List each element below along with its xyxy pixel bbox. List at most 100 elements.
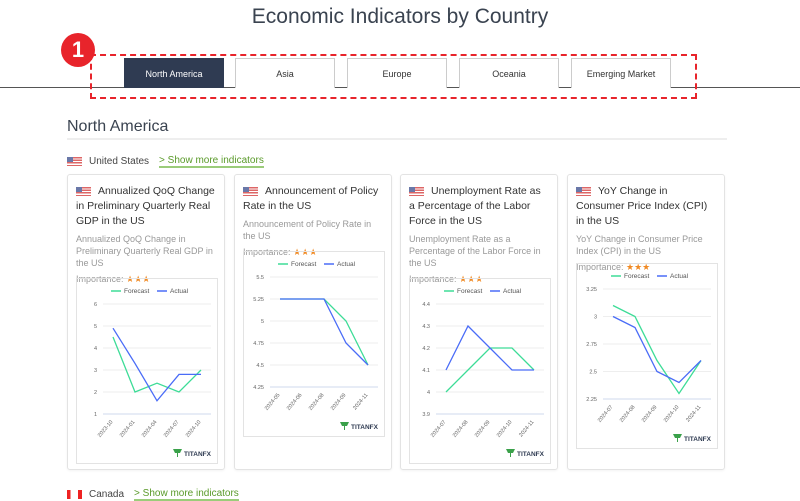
highlight-box [90,54,697,99]
tab-oceania[interactable]: Oceania [459,58,559,88]
series-line-actual [445,324,534,371]
titanfx-logo-icon [673,434,682,442]
titanfx-logo-icon [506,449,515,457]
titanfx-logo: TITANFX [684,436,712,443]
page-title: Economic Indicators by Country [251,5,549,28]
us-flag-icon [243,186,258,196]
tab-emerging-market[interactable]: Emerging Market [571,58,671,88]
x-tick-label: 2024-11 [518,419,535,438]
indicator-card[interactable]: Unemployment Rate as a Percentage of the… [400,174,558,470]
card-description: Unemployment Rate as a Percentage of the… [409,234,541,268]
x-tick-label: 2024-09 [330,392,348,411]
x-tick-label: 2024-08 [619,404,637,423]
x-tick-label: 2024-10 [185,419,203,438]
country-row-us: United States > Show more indicators [67,155,264,168]
card-description: Announcement of Policy Rate in the US [243,219,372,241]
importance-stars: ★★★ [293,247,318,257]
series-line-forecast [612,304,702,395]
us-flag-icon [67,157,82,166]
y-tick-label: 3 [594,315,597,321]
titanfx-logo-icon [340,422,349,430]
importance-stars: ★★★ [459,274,484,284]
x-tick-label: 2024-01 [119,419,137,438]
y-tick-label: 2 [94,390,97,396]
tab-europe[interactable]: Europe [347,58,447,88]
titanfx-logo: TITANFX [184,451,212,458]
importance-label: Importance: [243,247,291,257]
legend-label: Forecast [457,288,482,295]
y-tick-label: 3 [94,368,97,374]
x-tick-label: 2024-11 [685,404,702,423]
indicator-chart: 2.25 2.5 2.75 3 3.25 2024-07 2024-08 2024-09 202… [576,263,718,449]
card-title-text: Unemployment Rate as a Percentage of the… [409,185,541,227]
x-tick-label: 2024-05 [264,392,282,411]
legend-label: Actual [337,261,356,268]
x-tick-label: 2024-11 [352,392,369,411]
show-more-link[interactable]: > Show more indicators [159,155,264,168]
x-tick-label: 2024-04 [141,419,159,438]
tab-asia[interactable]: Asia [235,58,335,88]
x-tick-label: 2023-10 [97,419,115,438]
card-description: YoY Change in Consumer Price Index (CPI)… [576,234,703,256]
legend-label: Forecast [124,288,149,295]
card-title[interactable]: YoY Change in Consumer Price Index (CPI)… [576,184,716,229]
y-tick-label: 5.5 [256,275,264,281]
y-tick-label: 3.9 [422,412,430,418]
y-tick-label: 4.2 [422,346,430,352]
country-name: Canada [89,489,125,500]
importance-stars: ★★★ [126,274,151,284]
x-tick-label: 2024-07 [430,419,448,438]
card-title[interactable]: Annualized QoQ Change in Preliminary Qua… [76,184,216,229]
indicator-card[interactable]: YoY Change in Consumer Price Index (CPI)… [567,174,725,470]
y-tick-label: 4.3 [422,324,430,330]
card-title[interactable]: Announcement of Policy Rate in the US [243,184,383,214]
x-tick-label: 2024-10 [496,419,514,438]
y-tick-label: 4.5 [256,363,264,369]
y-tick-label: 2.75 [586,342,597,348]
x-tick-label: 2024-08 [308,392,326,411]
card-title-text: YoY Change in Consumer Price Index (CPI)… [576,185,708,227]
x-tick-label: 2024-09 [641,404,659,423]
importance-label: Importance: [409,274,457,284]
importance: Importance: ★★★ [243,247,383,258]
series-line-actual [612,315,702,384]
tab-north-america[interactable]: North America [124,58,224,88]
y-tick-label: 5 [94,324,97,330]
legend-label: Actual [670,273,689,280]
us-flag-icon [409,186,424,196]
x-tick-label: 2024-07 [163,419,181,438]
card-title-text: Annualized QoQ Change in Preliminary Qua… [76,185,215,227]
titanfx-logo: TITANFX [351,424,379,431]
x-tick-label: 2024-09 [474,419,492,438]
series-line-actual [112,327,201,402]
series-line-forecast [112,336,202,393]
y-tick-label: 5.25 [253,297,264,303]
y-tick-label: 4.75 [253,341,264,347]
indicator-chart: 4.25 4.5 4.75 5 5.25 5.5 2024-05 2024-06 2024-08… [243,251,385,437]
importance-label: Importance: [76,274,124,284]
series-line-forecast [280,298,369,366]
country-name: United States [89,156,150,167]
y-tick-label: 2.5 [589,370,597,376]
card-description: Annualized QoQ Change in Preliminary Qua… [76,234,213,268]
indicator-card[interactable]: Announcement of Policy Rate in the US An… [234,174,392,470]
section-divider [67,138,727,140]
indicator-card[interactable]: Annualized QoQ Change in Preliminary Qua… [67,174,225,470]
show-more-link[interactable]: > Show more indicators [134,488,239,501]
titanfx-logo-icon [173,449,182,457]
titanfx-logo: TITANFX [517,451,545,458]
y-tick-label: 2.25 [586,397,597,403]
x-tick-label: 2024-10 [663,404,681,423]
legend-label: Actual [170,288,189,295]
us-flag-icon [576,186,591,196]
x-tick-label: 2024-07 [597,404,615,423]
y-tick-label: 5 [261,319,264,325]
importance: Importance: ★★★ [409,274,549,285]
card-title[interactable]: Unemployment Rate as a Percentage of the… [409,184,549,229]
legend-label: Actual [503,288,522,295]
us-flag-icon [76,186,91,196]
country-row-canada: Canada > Show more indicators [67,488,239,501]
legend-label: Forecast [624,273,649,280]
legend-label: Forecast [291,261,316,268]
importance-label: Importance: [576,262,624,272]
